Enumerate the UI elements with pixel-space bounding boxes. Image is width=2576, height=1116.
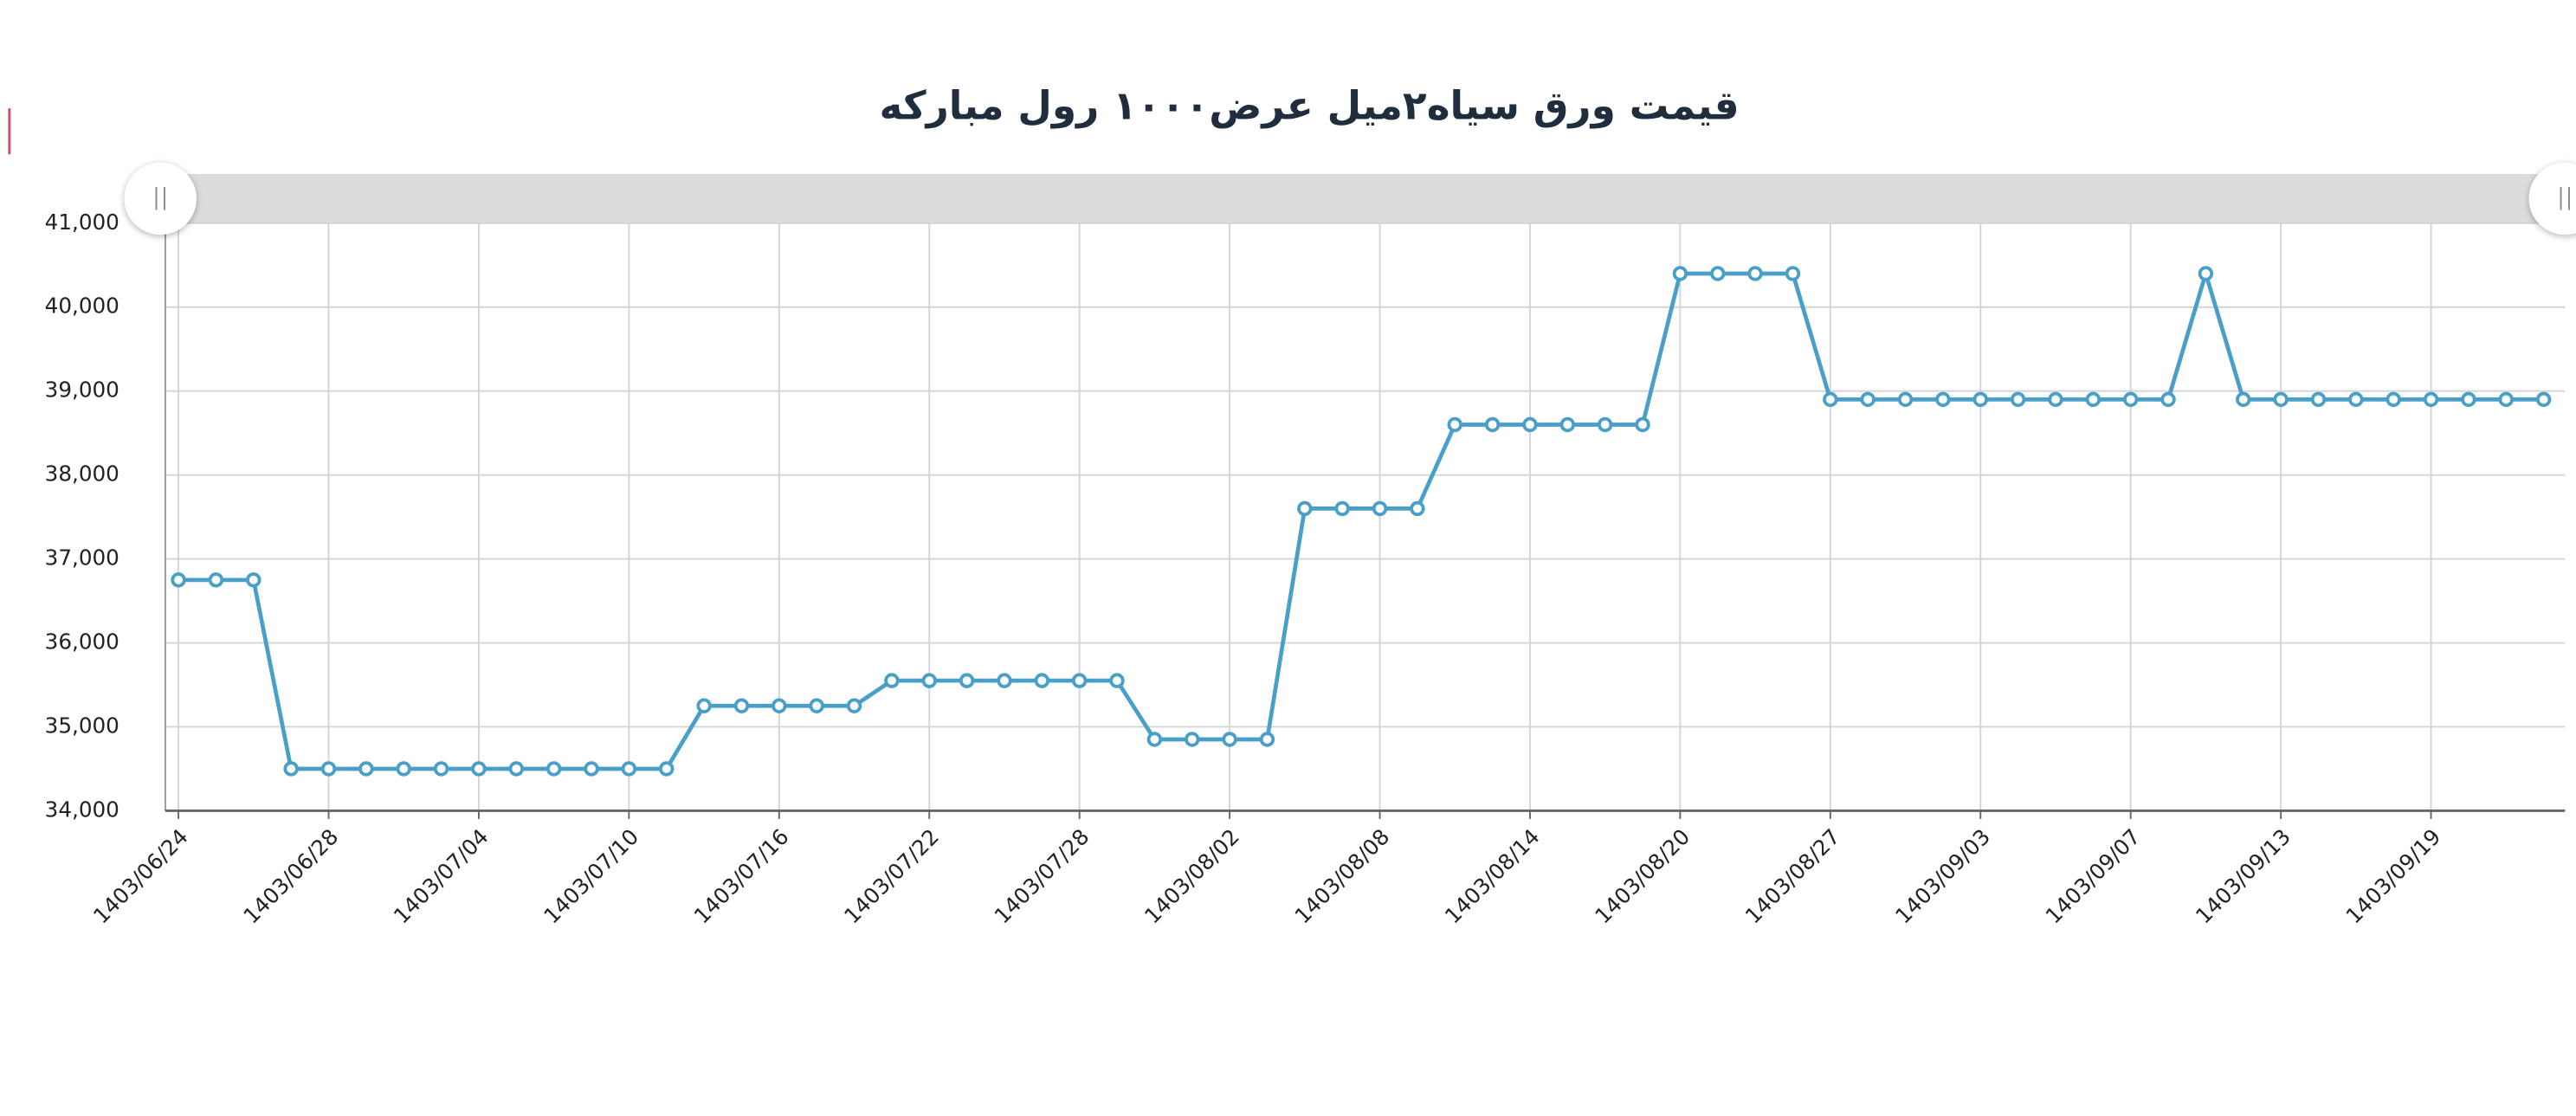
data-point bbox=[1185, 732, 1200, 747]
data-point bbox=[2010, 391, 2026, 408]
data-point bbox=[1522, 416, 1538, 433]
x-tick-label: 1403/07/10 bbox=[539, 824, 643, 929]
data-point bbox=[1635, 416, 1650, 433]
data-point bbox=[621, 761, 637, 777]
data-point bbox=[1747, 266, 1763, 281]
x-tick-label: 1403/09/03 bbox=[1890, 824, 1995, 929]
y-tick-label: 39,000 bbox=[45, 377, 119, 403]
range-scrollbar[interactable] bbox=[160, 173, 2575, 223]
data-point bbox=[1372, 500, 1388, 517]
data-point bbox=[846, 698, 862, 713]
data-point bbox=[1259, 732, 1275, 747]
data-point bbox=[320, 761, 337, 777]
data-point bbox=[733, 698, 750, 713]
data-point bbox=[2048, 391, 2063, 408]
data-point bbox=[2085, 391, 2101, 408]
data-point bbox=[2535, 391, 2552, 408]
data-point bbox=[396, 761, 411, 777]
data-point bbox=[1447, 416, 1462, 433]
data-point bbox=[1935, 391, 1951, 408]
data-point bbox=[1334, 500, 1350, 517]
y-tick-label: 35,000 bbox=[45, 713, 119, 738]
range-handle-right[interactable] bbox=[2528, 162, 2576, 235]
data-point bbox=[772, 698, 787, 713]
y-tick-label: 37,000 bbox=[45, 545, 119, 571]
data-point bbox=[1710, 266, 1726, 281]
data-point bbox=[508, 761, 525, 777]
data-point bbox=[2310, 391, 2327, 408]
data-point bbox=[959, 673, 975, 688]
x-tick-label: 1403/08/27 bbox=[1740, 824, 1845, 929]
data-point bbox=[2198, 266, 2214, 281]
data-point bbox=[433, 761, 449, 777]
data-point bbox=[1222, 732, 1237, 747]
data-point bbox=[1297, 500, 1313, 517]
data-point bbox=[1597, 416, 1613, 433]
x-tick-label: 1403/07/16 bbox=[689, 824, 794, 929]
y-tick-label: 34,000 bbox=[45, 797, 119, 822]
x-tick-label: 1403/07/04 bbox=[389, 824, 494, 929]
data-point bbox=[696, 698, 712, 713]
data-point bbox=[208, 572, 224, 588]
data-point bbox=[2348, 391, 2364, 408]
data-point bbox=[2160, 391, 2176, 408]
data-point bbox=[1034, 673, 1050, 688]
x-tick-label: 1403/08/08 bbox=[1289, 824, 1394, 929]
x-tick-label: 1403/08/14 bbox=[1440, 824, 1545, 929]
data-point bbox=[1972, 391, 1988, 408]
x-tick-label: 1403/09/13 bbox=[2191, 824, 2295, 929]
data-point bbox=[1823, 391, 1838, 408]
data-point bbox=[1146, 732, 1163, 747]
data-point bbox=[809, 698, 824, 713]
series-line bbox=[178, 271, 2544, 771]
data-point bbox=[997, 673, 1012, 688]
x-tick-label: 1403/06/28 bbox=[238, 824, 343, 929]
data-point bbox=[358, 761, 374, 777]
data-point bbox=[2498, 391, 2514, 408]
x-tick-label: 1403/06/24 bbox=[88, 824, 193, 929]
x-tick-label: 1403/09/19 bbox=[2340, 824, 2445, 929]
x-tick-label: 1403/09/07 bbox=[2041, 824, 2146, 929]
data-point bbox=[2122, 391, 2139, 408]
range-handle-left[interactable] bbox=[124, 162, 197, 235]
data-point bbox=[1672, 266, 1688, 281]
x-tick-label: 1403/07/22 bbox=[839, 824, 944, 929]
chart-title: قیمت ورق سیاه۲میل عرض۱۰۰۰ رول مبارکه bbox=[880, 83, 1740, 129]
x-tick-label: 1403/08/20 bbox=[1590, 824, 1695, 929]
data-point bbox=[1860, 391, 1876, 408]
handle[interactable] bbox=[2528, 162, 2576, 235]
data-point bbox=[171, 572, 186, 588]
data-point bbox=[283, 761, 299, 777]
data-point bbox=[584, 761, 599, 777]
data-point bbox=[659, 761, 675, 777]
data-point bbox=[1071, 673, 1088, 688]
data-point bbox=[246, 572, 261, 588]
y-tick-label: 41,000 bbox=[45, 210, 119, 235]
data-point bbox=[1785, 266, 1801, 281]
x-tick-label: 1403/07/28 bbox=[990, 824, 1094, 929]
data-point bbox=[2423, 391, 2439, 408]
data-point bbox=[2461, 391, 2476, 408]
y-tick-label: 40,000 bbox=[45, 294, 119, 319]
data-point bbox=[2236, 391, 2251, 408]
data-point bbox=[546, 761, 562, 777]
handle[interactable] bbox=[124, 162, 197, 235]
y-tick-label: 38,000 bbox=[45, 461, 119, 487]
data-point bbox=[884, 673, 900, 688]
data-point bbox=[1484, 416, 1501, 433]
y-tick-label: 36,000 bbox=[45, 629, 119, 655]
data-point bbox=[1559, 416, 1576, 433]
data-point bbox=[2386, 391, 2401, 408]
data-point bbox=[1410, 500, 1425, 517]
data-point bbox=[1109, 673, 1125, 688]
data-point bbox=[2273, 391, 2289, 408]
x-tick-label: 1403/08/02 bbox=[1140, 824, 1244, 929]
data-point bbox=[921, 673, 937, 688]
data-point bbox=[1897, 391, 1914, 408]
data-point bbox=[471, 761, 487, 777]
